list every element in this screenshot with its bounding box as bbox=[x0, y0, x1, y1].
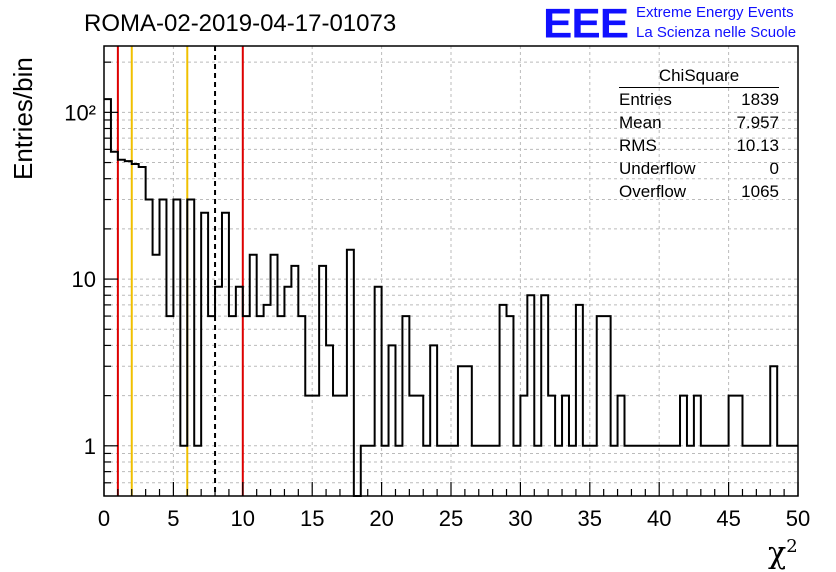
x-tick-label: 25 bbox=[439, 506, 463, 531]
x-tick-label: 35 bbox=[578, 506, 602, 531]
grid-lines bbox=[104, 46, 798, 496]
logo-line-1: Extreme Energy Events bbox=[636, 4, 794, 21]
y-tick-label: 10 bbox=[72, 267, 96, 292]
stats-value: 1065 bbox=[741, 182, 779, 201]
x-tick-label: 0 bbox=[98, 506, 110, 531]
x-tick-label: 10 bbox=[231, 506, 255, 531]
stats-row-underflow: Underflow 0 bbox=[611, 157, 779, 180]
stats-label: Mean bbox=[619, 113, 662, 132]
stats-title: ChiSquare bbox=[619, 66, 779, 88]
stats-row-entries: Entries 1839 bbox=[611, 88, 779, 111]
x-tick-label: 20 bbox=[369, 506, 393, 531]
stats-label: Overflow bbox=[619, 182, 687, 201]
stats-label: Entries bbox=[619, 90, 672, 109]
stats-row-mean: Mean 7.957 bbox=[611, 111, 779, 134]
tick-labels: 0 5 10 15 20 25 30 35 40 45 50 1 10 10² bbox=[64, 100, 810, 531]
stats-value: 0 bbox=[769, 159, 779, 178]
y-axis-label: Entries/bin bbox=[8, 57, 38, 180]
y-tick-label: 10² bbox=[64, 100, 96, 125]
x-tick-label: 40 bbox=[647, 506, 671, 531]
logo-line-2: La Scienza nelle Scuole bbox=[636, 24, 797, 41]
x-tick-label: 30 bbox=[508, 506, 532, 531]
axis-ticks bbox=[103, 61, 799, 496]
stats-label: Underflow bbox=[619, 159, 696, 178]
stats-value: 7.957 bbox=[736, 113, 779, 132]
x-tick-label: 45 bbox=[716, 506, 740, 531]
x-tick-label: 15 bbox=[300, 506, 324, 531]
y-tick-label: 1 bbox=[84, 434, 96, 459]
x-tick-label: 50 bbox=[786, 506, 810, 531]
chart-title: ROMA-02-2019-04-17-01073 bbox=[84, 10, 397, 37]
stats-value: 10.13 bbox=[736, 136, 779, 155]
stats-row-rms: RMS 10.13 bbox=[611, 134, 779, 157]
histogram-outline bbox=[104, 98, 798, 497]
x-axis-label: χ2 bbox=[768, 536, 798, 571]
stats-row-overflow: Overflow 1065 bbox=[611, 180, 779, 203]
stats-label: RMS bbox=[619, 136, 657, 155]
x-tick-label: 5 bbox=[167, 506, 179, 531]
stats-value: 1839 bbox=[741, 90, 779, 109]
stats-box: ChiSquare Entries 1839 Mean 7.957 RMS 10… bbox=[611, 66, 779, 203]
eee-logo: EEE bbox=[543, 0, 629, 47]
